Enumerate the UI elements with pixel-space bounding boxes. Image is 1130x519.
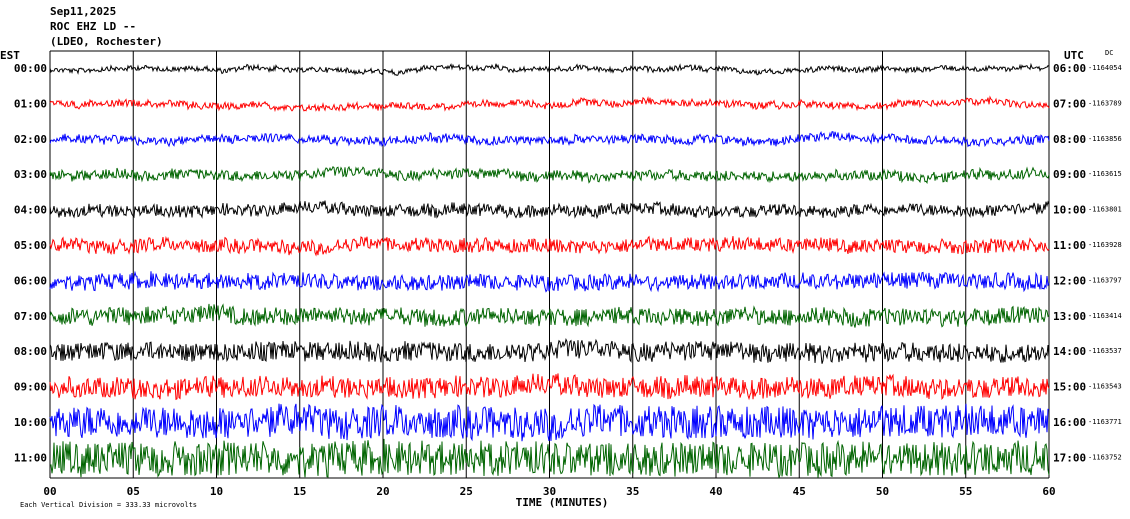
- dc-value: -1163414: [1088, 312, 1122, 320]
- est-hour: 11:00: [14, 451, 47, 464]
- station: ROC EHZ LD --: [50, 20, 136, 33]
- dc-value: -1163928: [1088, 241, 1122, 249]
- x-tick-label: 40: [709, 485, 722, 498]
- utc-hour: 13:00: [1053, 310, 1086, 323]
- x-tick-label: 10: [210, 485, 223, 498]
- scale-note: Each Vertical Division = 333.33 microvol…: [20, 501, 197, 509]
- utc-label: UTC: [1064, 49, 1084, 62]
- utc-hour: 12:00: [1053, 274, 1086, 287]
- trace: [49, 165, 1050, 185]
- trace: [49, 303, 1050, 328]
- dc-value: -1163801: [1088, 206, 1122, 214]
- dc-value: -1163797: [1088, 276, 1122, 284]
- dc-label: DC: [1105, 49, 1113, 57]
- x-tick-label: 45: [793, 485, 806, 498]
- trace: [49, 438, 1050, 478]
- trace: [49, 338, 1050, 364]
- dc-value: -1163543: [1088, 383, 1122, 391]
- trace: [49, 270, 1050, 293]
- dc-value: -1163771: [1088, 418, 1122, 426]
- est-hour: 09:00: [14, 381, 47, 394]
- est-hour: 04:00: [14, 204, 47, 217]
- est-hour: 06:00: [14, 274, 47, 287]
- trace: [49, 131, 1050, 148]
- est-hour: 05:00: [14, 239, 47, 252]
- date: Sep11,2025: [50, 5, 116, 18]
- trace: [49, 235, 1050, 257]
- x-axis-title: TIME (MINUTES): [516, 496, 609, 509]
- utc-hour: 11:00: [1053, 239, 1086, 252]
- est-label: EST: [0, 49, 20, 62]
- x-tick-label: 50: [876, 485, 889, 498]
- x-tick-label: 00: [43, 485, 56, 498]
- utc-hour: 16:00: [1053, 416, 1086, 429]
- utc-hour: 10:00: [1053, 204, 1086, 217]
- dc-value: -1163856: [1088, 135, 1122, 143]
- utc-hour: 08:00: [1053, 133, 1086, 146]
- est-hour: 08:00: [14, 345, 47, 358]
- trace: [49, 403, 1050, 442]
- trace: [49, 200, 1050, 220]
- trace: [49, 62, 1050, 76]
- est-hour: 07:00: [14, 310, 47, 323]
- network: (LDEO, Rochester): [50, 35, 163, 48]
- x-tick-label: 60: [1042, 485, 1055, 498]
- x-tick-label: 15: [293, 485, 306, 498]
- x-tick-label: 25: [460, 485, 473, 498]
- est-hour: 01:00: [14, 97, 47, 110]
- trace: [49, 95, 1050, 113]
- est-hour: 02:00: [14, 133, 47, 146]
- est-hour: 03:00: [14, 168, 47, 181]
- utc-hour: 14:00: [1053, 345, 1086, 358]
- utc-hour: 07:00: [1053, 97, 1086, 110]
- x-tick-label: 55: [959, 485, 972, 498]
- x-tick-label: 05: [127, 485, 140, 498]
- utc-hour: 17:00: [1053, 451, 1086, 464]
- x-tick-label: 30: [543, 485, 556, 498]
- est-hour: 10:00: [14, 416, 47, 429]
- trace: [49, 373, 1050, 401]
- dc-value: -1164054: [1088, 64, 1122, 72]
- utc-hour: 15:00: [1053, 381, 1086, 394]
- x-tick-label: 20: [376, 485, 389, 498]
- est-hour: 00:00: [14, 62, 47, 75]
- dc-value: -1163789: [1088, 99, 1122, 107]
- x-tick-label: 35: [626, 485, 639, 498]
- utc-hour: 06:00: [1053, 62, 1086, 75]
- utc-hour: 09:00: [1053, 168, 1086, 181]
- dc-value: -1163752: [1088, 453, 1122, 461]
- dc-value: -1163537: [1088, 347, 1122, 355]
- dc-value: -1163615: [1088, 170, 1122, 178]
